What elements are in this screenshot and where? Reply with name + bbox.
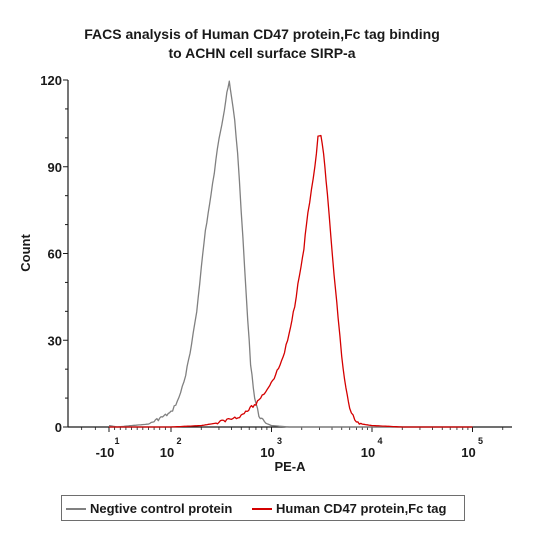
legend-swatch-red	[252, 507, 272, 510]
legend-label-negative-control: Negtive control protein	[90, 501, 233, 516]
x-tick-label-base: 10	[260, 445, 274, 460]
x-axis-label: PE-A	[274, 459, 306, 474]
legend-item-negative-control: Negtive control protein	[66, 501, 232, 516]
y-tick-label: 90	[48, 160, 62, 175]
y-axis-ticks: 0 30 60 90 120	[40, 73, 68, 435]
series-line-negative-control	[108, 80, 473, 428]
x-tick-label-exponent: 2	[176, 436, 181, 446]
legend-item-cd47: Human CD47 protein,Fc tag	[252, 501, 446, 516]
y-tick-label: 30	[48, 333, 62, 348]
x-tick-label-base: 10	[461, 445, 475, 460]
chart-title-line-1: FACS analysis of Human CD47 protein,Fc t…	[84, 26, 440, 42]
x-tick-label-base: -10	[96, 445, 115, 460]
x-tick-label-exponent: 3	[277, 436, 282, 446]
x-tick-label-exponent: 1	[114, 436, 119, 446]
y-tick-label: 60	[48, 247, 62, 262]
series-layer	[108, 80, 473, 428]
y-tick-label: 0	[55, 420, 62, 435]
chart-title-line-2: to ACHN cell surface SIRP-a	[168, 45, 356, 61]
legend-label-cd47: Human CD47 protein,Fc tag	[276, 501, 447, 516]
legend-swatch-gray	[66, 507, 86, 510]
x-tick-label-exponent: 4	[377, 436, 382, 446]
x-tick-label-base: 10	[160, 445, 174, 460]
legend: Negtive control protein Human CD47 prote…	[61, 495, 465, 521]
y-axis-label: Count	[18, 234, 33, 272]
axes	[67, 80, 512, 428]
series-line-cd47	[109, 134, 473, 428]
y-tick-label: 120	[40, 73, 62, 88]
x-tick-label-base: 10	[361, 445, 375, 460]
x-tick-label-exponent: 5	[478, 436, 483, 446]
